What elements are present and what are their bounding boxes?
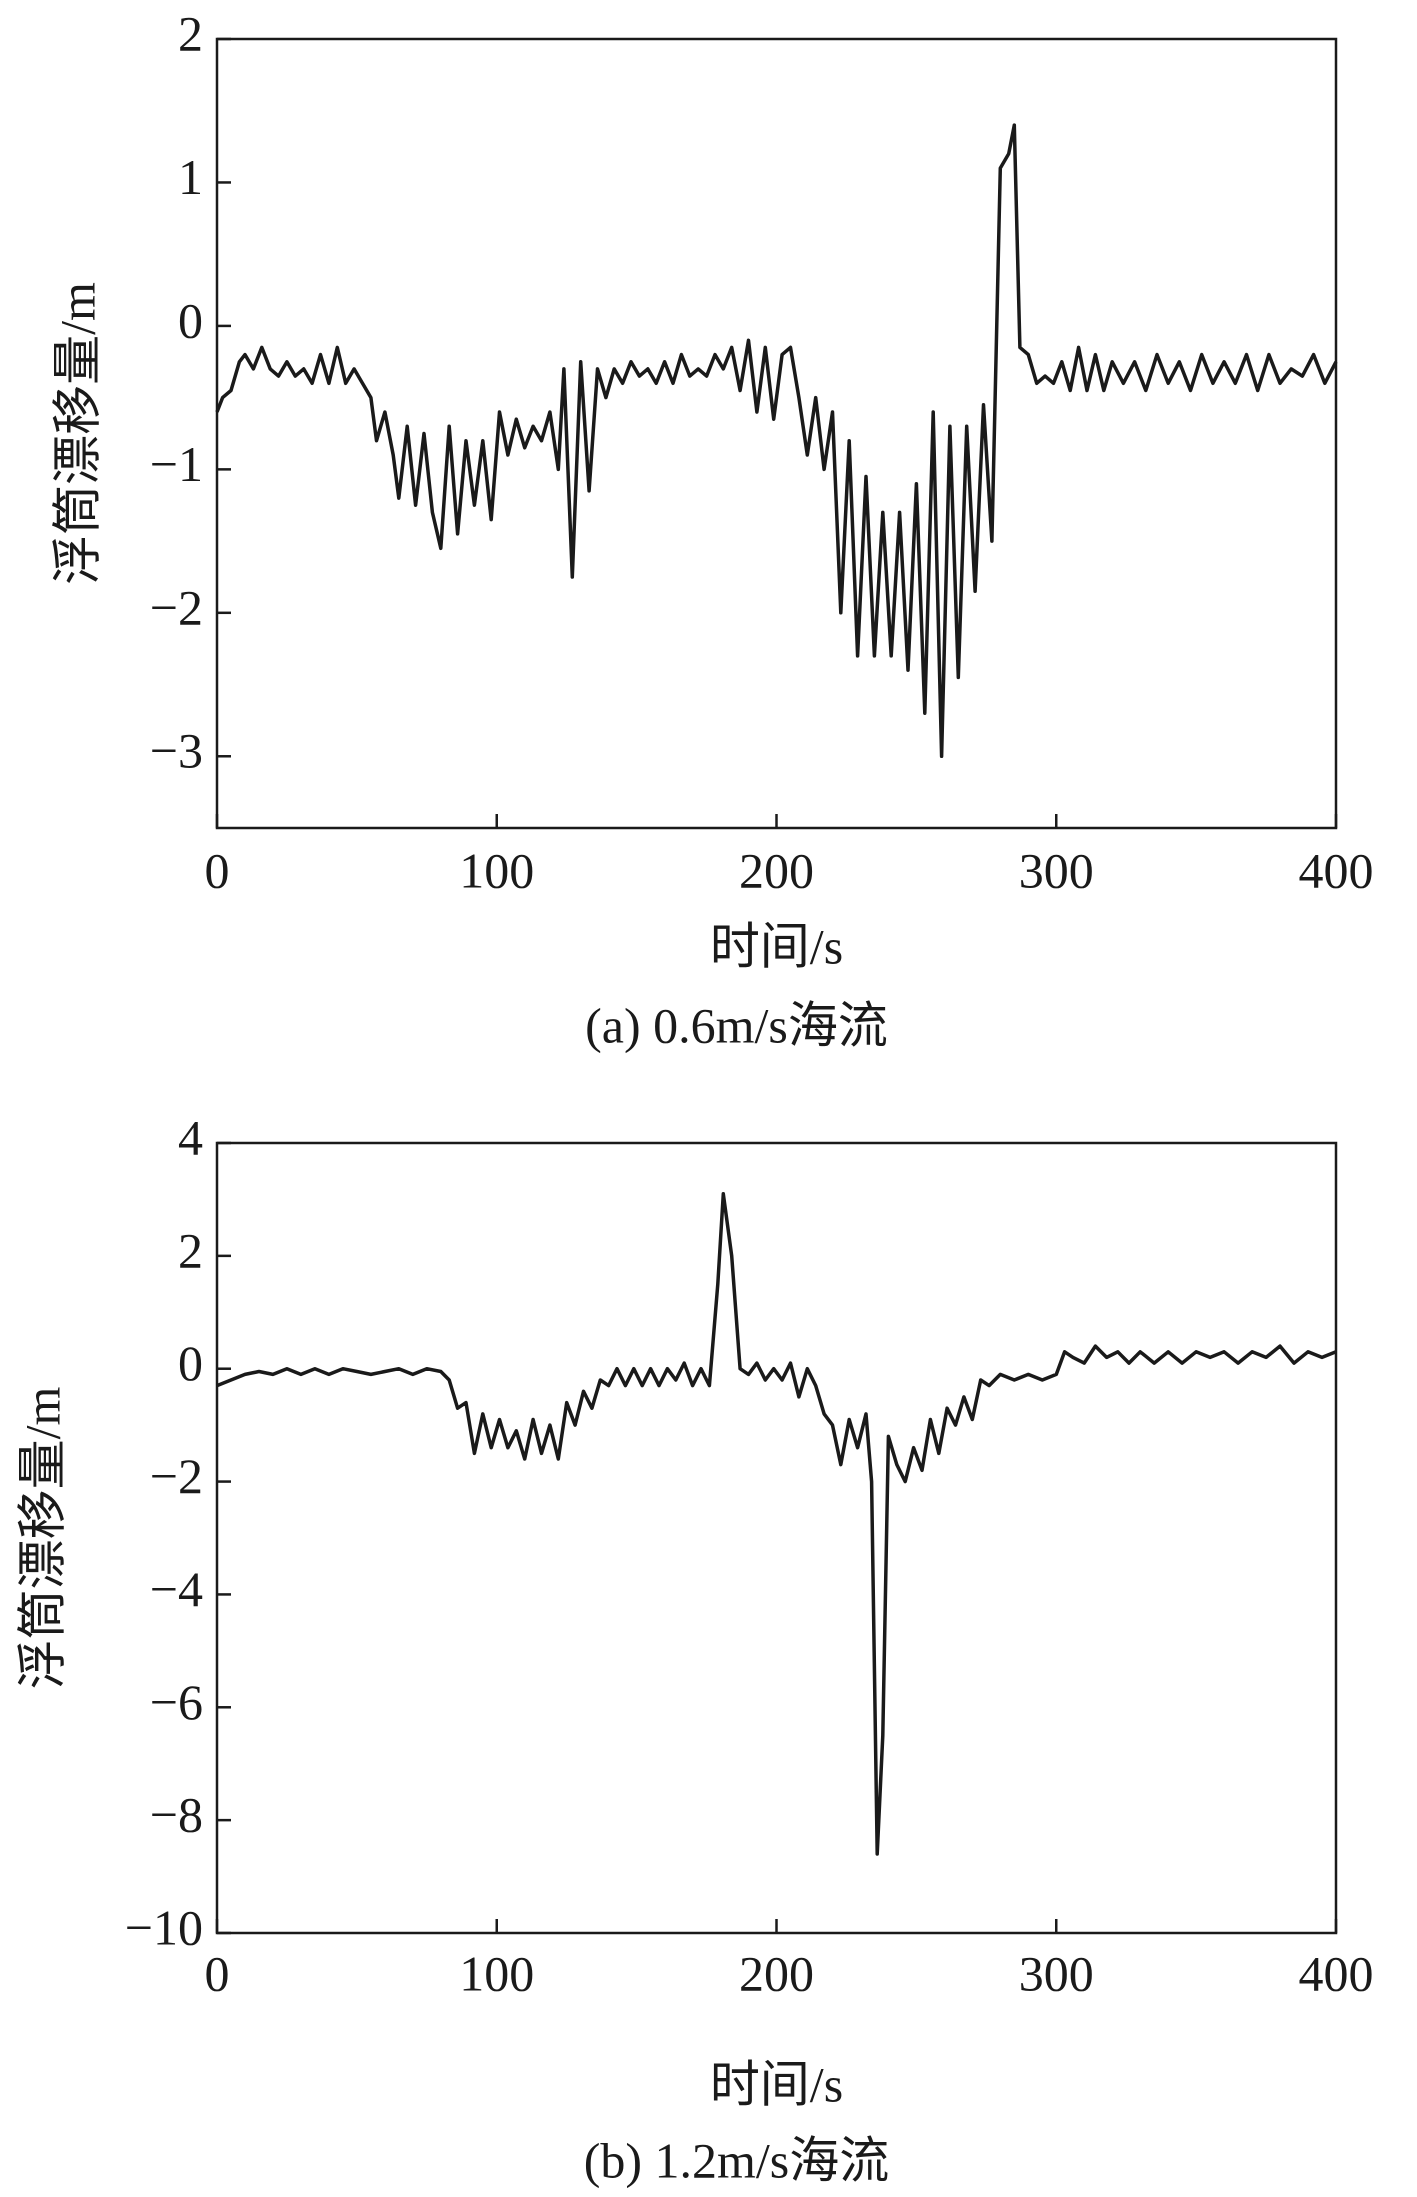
x-tick-label: 100 bbox=[459, 1945, 534, 2001]
y-tick-label: 1 bbox=[178, 149, 203, 205]
y-tick-label: −6 bbox=[150, 1674, 203, 1730]
x-tick-label: 300 bbox=[1019, 842, 1094, 898]
y-tick-label: −8 bbox=[150, 1787, 203, 1843]
x-tick-label: 300 bbox=[1019, 1945, 1094, 2001]
plot-frame bbox=[215, 37, 1338, 830]
y-tick-label: 2 bbox=[178, 5, 203, 61]
caption: (b) 1.2m/s海流 bbox=[584, 2132, 890, 2188]
y-tick-label: 0 bbox=[178, 1335, 203, 1391]
x-tick-label: 0 bbox=[205, 1945, 230, 2001]
y-tick-label: −10 bbox=[125, 1899, 203, 1955]
data-line bbox=[216, 1192, 1337, 1856]
x-tick-label: 400 bbox=[1299, 1945, 1374, 2001]
data-line bbox=[215, 123, 1338, 759]
x-axis-label: 时间/s bbox=[710, 918, 843, 974]
y-tick-label: −4 bbox=[150, 1561, 203, 1617]
plot-frame bbox=[215, 1141, 1338, 1935]
x-tick-label: 200 bbox=[739, 1945, 814, 2001]
y-axis-label: 浮筒漂移量/m bbox=[14, 1387, 70, 1690]
y-tick-label: 2 bbox=[178, 1222, 203, 1278]
y-tick-label: −1 bbox=[150, 436, 203, 492]
y-tick-label: 0 bbox=[178, 292, 203, 348]
y-tick-label: −2 bbox=[150, 1448, 203, 1504]
y-tick-label: −3 bbox=[150, 723, 203, 779]
x-tick-label: 200 bbox=[739, 842, 814, 898]
y-tick-label: −2 bbox=[150, 579, 203, 635]
x-tick-label: 100 bbox=[459, 842, 534, 898]
x-axis-label: 时间/s bbox=[710, 2056, 843, 2112]
caption: (a) 0.6m/s海流 bbox=[585, 997, 888, 1053]
x-tick-label: 0 bbox=[205, 842, 230, 898]
x-tick-label: 400 bbox=[1299, 842, 1374, 898]
y-axis-label: 浮筒漂移量/m bbox=[49, 282, 105, 585]
y-tick-label: 4 bbox=[178, 1109, 203, 1165]
